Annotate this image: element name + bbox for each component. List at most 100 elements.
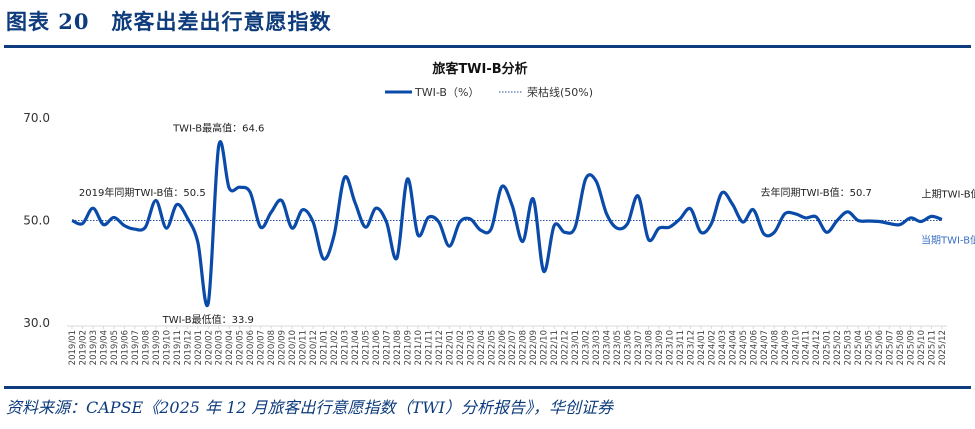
x-tick-label: 2025/02 — [833, 330, 843, 365]
x-tick-label: 2020/09 — [278, 330, 288, 365]
y-tick-label: 70.0 — [23, 111, 50, 125]
x-tick-label: 2021/09 — [403, 330, 413, 365]
x-tick-label: 2024/01 — [697, 330, 707, 365]
x-tick-label: 2025/09 — [907, 330, 917, 365]
x-tick-label: 2021/03 — [341, 330, 351, 365]
x-tick-label: 2020/03 — [215, 330, 225, 365]
x-tick-label: 2022/02 — [456, 330, 466, 365]
x-tick-label: 2022/09 — [529, 330, 539, 365]
x-tick-label: 2024/09 — [781, 330, 791, 365]
x-tick-label: 2019/04 — [99, 330, 109, 365]
x-tick-label: 2021/05 — [361, 330, 371, 365]
x-tick-label: 2020/11 — [299, 330, 309, 365]
x-tick-label: 2021/12 — [435, 330, 445, 365]
x-tick-label: 2019/12 — [183, 330, 193, 365]
x-tick-label: 2019/01 — [68, 330, 78, 365]
x-tick-label: 2019/09 — [152, 330, 162, 365]
annotation-label: TWI-B最高值：64.6 — [172, 122, 264, 135]
x-tick-label: 2025/12 — [938, 330, 948, 365]
x-tick-label: 2024/04 — [728, 330, 738, 365]
x-tick-label: 2019/07 — [131, 330, 141, 365]
x-tick-label: 2022/08 — [519, 330, 529, 365]
series-line-twi-b — [71, 140, 943, 308]
x-tick-label: 2024/08 — [770, 330, 780, 365]
x-tick-label: 2019/10 — [162, 330, 172, 365]
legend: TWI-B（%） 荣枯线(50%) — [385, 85, 593, 99]
x-tick-label: 2021/01 — [320, 330, 330, 365]
x-tick-label: 2022/05 — [487, 330, 497, 365]
annotation-label: 去年同期TWI-B值：50.7 — [761, 186, 872, 199]
x-tick-label: 2023/02 — [582, 330, 592, 365]
annotation-label: 上期TWI-B值：50.8 — [922, 187, 975, 200]
x-tick-label: 2021/11 — [424, 330, 434, 365]
x-tick-label: 2025/11 — [928, 330, 938, 365]
x-tick-label: 2024/11 — [802, 330, 812, 365]
x-tick-label: 2023/12 — [686, 330, 696, 365]
bottom-divider — [4, 386, 971, 389]
legend-label-threshold: 荣枯线(50%) — [527, 85, 593, 99]
legend-label-twi: TWI-B（%） — [414, 86, 479, 99]
x-tick-label: 2024/06 — [749, 330, 759, 365]
x-tick-label: 2023/05 — [613, 330, 623, 365]
x-tick-label: 2024/03 — [718, 330, 728, 365]
x-tick-label: 2022/12 — [561, 330, 571, 365]
x-tick-label: 2020/12 — [309, 330, 319, 365]
x-tick-label: 2019/03 — [89, 330, 99, 365]
x-tick-label: 2025/07 — [886, 330, 896, 365]
x-tick-label: 2024/02 — [707, 330, 717, 365]
x-tick-label: 2020/10 — [288, 330, 298, 365]
x-tick-label: 2023/07 — [634, 330, 644, 365]
x-tick-label: 2023/01 — [571, 330, 581, 365]
annotation-label: TWI-B最低值：33.9 — [162, 313, 254, 326]
x-tick-label: 2022/01 — [445, 330, 455, 365]
x-tick-label: 2020/05 — [236, 330, 246, 365]
x-tick-label: 2022/04 — [477, 330, 487, 365]
x-tick-label: 2025/08 — [896, 330, 906, 365]
x-tick-label: 2021/07 — [382, 330, 392, 365]
x-tick-label: 2024/12 — [812, 330, 822, 365]
annotation-label: 2019年同期TWI-B值：50.5 — [79, 186, 206, 199]
x-tick-label: 2024/05 — [739, 330, 749, 365]
x-tick-label: 2023/04 — [603, 330, 613, 365]
x-tick-label: 2022/06 — [498, 330, 508, 365]
y-tick-label: 30.0 — [23, 316, 50, 330]
x-tick-label: 2023/09 — [655, 330, 665, 365]
x-tick-label: 2020/01 — [194, 330, 204, 365]
x-tick-label: 2025/01 — [823, 330, 833, 365]
x-tick-label: 2024/10 — [791, 330, 801, 365]
x-tick-label: 2025/05 — [865, 330, 875, 365]
x-tick-label: 2020/07 — [257, 330, 267, 365]
x-tick-label: 2020/02 — [204, 330, 214, 365]
x-tick-label: 2022/07 — [508, 330, 518, 365]
x-tick-label: 2021/10 — [414, 330, 424, 365]
x-tick-label: 2025/03 — [844, 330, 854, 365]
x-tick-label: 2021/02 — [330, 330, 340, 365]
x-tick-label: 2020/06 — [246, 330, 256, 365]
x-tick-label: 2019/06 — [120, 330, 130, 365]
x-tick-label: 2023/11 — [676, 330, 686, 365]
chart-title: 旅客TWI-B分析 — [432, 61, 527, 77]
x-tick-label: 2023/03 — [592, 330, 602, 365]
x-tick-label: 2023/06 — [624, 330, 634, 365]
x-tick-label: 2023/10 — [665, 330, 675, 365]
x-tick-label: 2019/08 — [141, 330, 151, 365]
x-tick-label: 2022/10 — [540, 330, 550, 365]
x-tick-label: 2023/08 — [645, 330, 655, 365]
source-note: 资料来源：CAPSE《2025 年 12 月旅客出行意愿指数（TWI）分析报告》… — [6, 398, 613, 417]
x-tick-label: 2021/04 — [351, 330, 361, 365]
x-tick-label: 2020/04 — [225, 330, 235, 365]
y-tick-label: 50.0 — [23, 214, 50, 228]
x-tick-label: 2020/08 — [267, 330, 277, 365]
x-tick-label: 2024/07 — [760, 330, 770, 365]
x-tick-label: 2021/06 — [372, 330, 382, 365]
x-tick-label: 2025/06 — [875, 330, 885, 365]
x-tick-label: 2022/11 — [550, 330, 560, 365]
figure-title: 图表 20 旅客出差出行意愿指数 — [6, 9, 332, 34]
x-tick-label: 2019/05 — [110, 330, 120, 365]
top-divider — [4, 45, 971, 48]
x-tick-label: 2022/03 — [466, 330, 476, 365]
x-tick-label: 2019/11 — [173, 330, 183, 365]
annotation-label: 当期TWI-B值：50.2 — [921, 233, 975, 246]
x-tick-label: 2025/10 — [917, 330, 927, 365]
